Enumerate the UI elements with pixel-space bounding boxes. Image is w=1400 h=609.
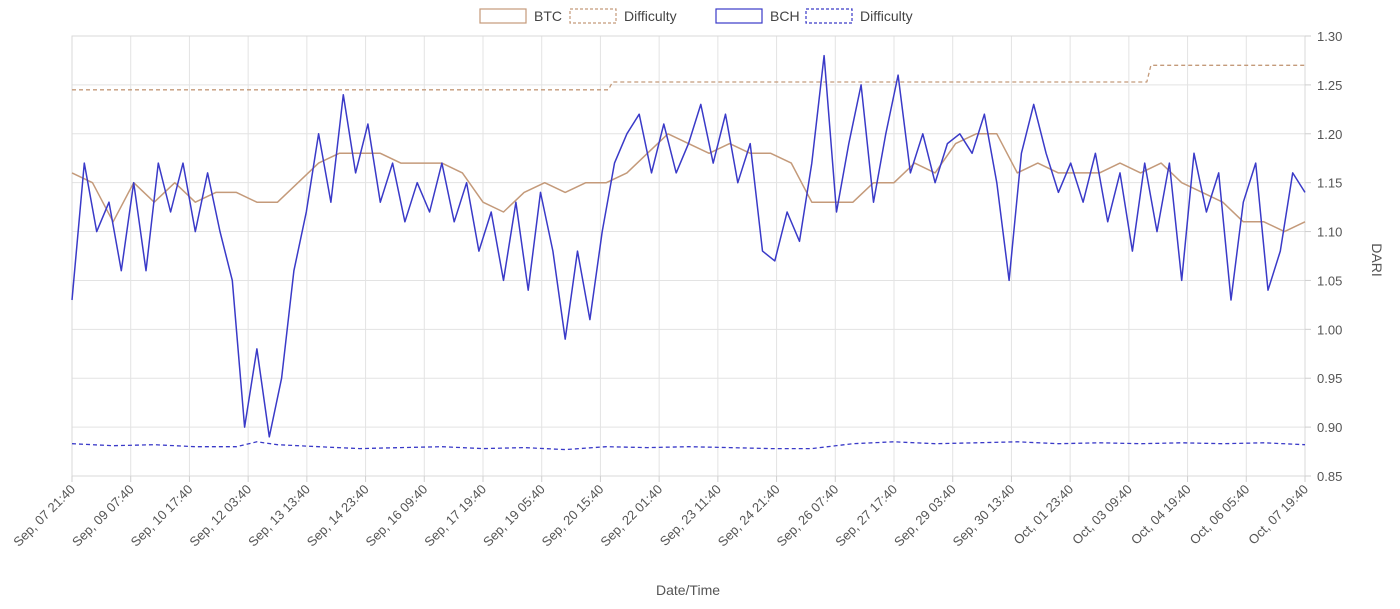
x-axis-label: Date/Time	[656, 582, 720, 598]
x-tick-label: Sep, 12 03:40	[186, 482, 254, 550]
chart-legend: BTC Difficulty BCH Difficulty	[479, 8, 913, 24]
series-line-difficulty-difficulty-1	[72, 64, 1305, 91]
legend-label: BTC	[534, 8, 562, 24]
legend-item: BCH	[715, 8, 800, 24]
x-tick-label: Sep, 22 01:40	[597, 482, 665, 550]
legend-swatch	[805, 8, 853, 24]
y-tick-label: 0.95	[1317, 371, 1342, 386]
plot-frame	[71, 35, 1306, 477]
legend-swatch	[715, 8, 763, 24]
x-tick-label: Sep, 13 13:40	[245, 482, 313, 550]
series-layer	[71, 54, 1306, 451]
y-tick-label: 1.20	[1317, 127, 1342, 142]
x-tick-label: Sep, 17 19:40	[421, 482, 489, 550]
legend-item: Difficulty	[805, 8, 913, 24]
legend-item: Difficulty	[569, 8, 677, 24]
y-tick-label: 1.15	[1317, 176, 1342, 191]
y-tick-label: 1.30	[1317, 29, 1342, 44]
y-tick-label: 1.05	[1317, 273, 1342, 288]
x-tick-label: Sep, 30 13:40	[950, 482, 1018, 550]
x-tick-label: Sep, 29 03:40	[891, 482, 959, 550]
x-tick-label: Oct, 06 05:40	[1187, 482, 1253, 548]
y-tick-label: 0.90	[1317, 420, 1342, 435]
legend-swatch	[569, 8, 617, 24]
x-tick-label: Sep, 20 15:40	[539, 482, 607, 550]
legend-item: BTC	[479, 8, 562, 24]
x-tick-label: Oct, 07 19:40	[1245, 482, 1311, 548]
plot-border	[71, 35, 1306, 477]
legend-label: Difficulty	[860, 8, 913, 24]
x-tick-label: Oct, 03 09:40	[1069, 482, 1135, 548]
legend-swatch	[479, 8, 527, 24]
legend-label: BCH	[770, 8, 800, 24]
x-tick-label: Sep, 27 17:40	[832, 482, 900, 550]
x-tick-label: Sep, 19 05:40	[480, 482, 548, 550]
y-axis-ticks: 0.85 0.90 0.95 1.00 1.05 1.10 1.15 1.20 1.25 1.30	[1305, 29, 1342, 484]
x-tick-label: Sep, 10 17:40	[128, 482, 196, 550]
y-tick-label: 0.85	[1317, 469, 1342, 484]
y-tick-label: 1.25	[1317, 78, 1342, 93]
x-tick-label: Sep, 07 21:40	[10, 482, 78, 550]
x-tick-label: Sep, 24 21:40	[715, 482, 783, 550]
legend-label: Difficulty	[624, 8, 677, 24]
x-tick-label: Sep, 26 07:40	[774, 482, 842, 550]
x-tick-label: Oct, 01 23:40	[1010, 482, 1076, 548]
y-tick-label: 1.10	[1317, 225, 1342, 240]
x-tick-label: Sep, 16 09:40	[363, 482, 431, 550]
x-tick-label: Sep, 14 23:40	[304, 482, 372, 550]
series-line-bch-2	[71, 54, 1306, 438]
grid-lines	[71, 35, 1306, 477]
x-tick-label: Oct, 04 19:40	[1128, 482, 1194, 548]
series-line-difficulty-difficulty-3	[71, 441, 1306, 451]
y-axis-label: DARI	[1369, 243, 1385, 276]
x-tick-label: Sep, 09 07:40	[69, 482, 137, 550]
y-tick-label: 1.00	[1317, 322, 1342, 337]
